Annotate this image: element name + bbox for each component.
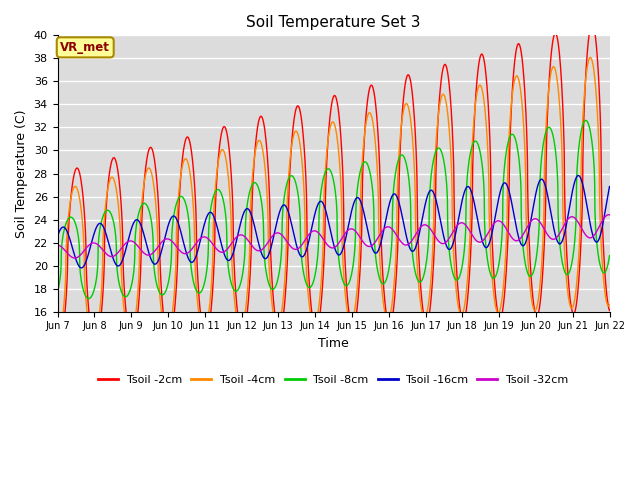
Tsoil -8cm (557, 251, 564, 257)
Tsoil -4cm (54, 337, 61, 343)
X-axis label: Time: Time (318, 337, 349, 350)
Tsoil -16cm (54, 233, 61, 239)
Tsoil -16cm (557, 240, 564, 246)
Tsoil -2cm (605, 308, 613, 313)
Tsoil -32cm (494, 218, 502, 224)
Tsoil -8cm (208, 201, 216, 206)
Tsoil -16cm (494, 199, 502, 204)
Tsoil -32cm (71, 255, 79, 261)
Tsoil -8cm (85, 296, 93, 301)
Tsoil -2cm (362, 118, 369, 123)
Tsoil -16cm (362, 217, 369, 223)
Tsoil -16cm (208, 210, 216, 216)
Tsoil -8cm (494, 265, 502, 271)
Tsoil -4cm (349, 314, 357, 320)
Tsoil -2cm (54, 343, 61, 348)
Tsoil -32cm (208, 240, 216, 246)
Tsoil -16cm (575, 173, 582, 179)
Tsoil -4cm (605, 302, 613, 308)
Line: Tsoil -4cm: Tsoil -4cm (58, 58, 609, 340)
Tsoil -8cm (572, 208, 580, 214)
Tsoil -2cm (208, 300, 216, 306)
Tsoil -4cm (494, 310, 502, 316)
Tsoil -8cm (605, 253, 613, 259)
Tsoil -2cm (494, 311, 502, 317)
Line: Tsoil -16cm: Tsoil -16cm (58, 176, 609, 268)
Tsoil -2cm (54, 343, 62, 349)
Tsoil -4cm (362, 125, 369, 131)
Tsoil -32cm (572, 216, 580, 222)
Tsoil -2cm (349, 324, 357, 330)
Y-axis label: Soil Temperature (C): Soil Temperature (C) (15, 109, 28, 238)
Tsoil -32cm (349, 227, 357, 232)
Tsoil -16cm (349, 201, 357, 207)
Tsoil -4cm (207, 281, 215, 287)
Tsoil -2cm (572, 302, 580, 308)
Tsoil -8cm (582, 118, 589, 123)
Tsoil -4cm (586, 55, 594, 60)
Line: Tsoil -32cm: Tsoil -32cm (58, 215, 609, 258)
Tsoil -32cm (557, 228, 564, 234)
Tsoil -2cm (557, 70, 564, 75)
Tsoil -16cm (605, 184, 613, 190)
Title: Soil Temperature Set 3: Soil Temperature Set 3 (246, 15, 420, 30)
Tsoil -4cm (557, 119, 564, 125)
Text: VR_met: VR_met (60, 41, 110, 54)
Tsoil -4cm (572, 287, 580, 293)
Tsoil -32cm (605, 212, 613, 218)
Line: Tsoil -8cm: Tsoil -8cm (58, 120, 609, 299)
Tsoil -32cm (605, 212, 612, 217)
Tsoil -32cm (362, 242, 369, 248)
Line: Tsoil -2cm: Tsoil -2cm (58, 23, 609, 346)
Legend: Tsoil -2cm, Tsoil -4cm, Tsoil -8cm, Tsoil -16cm, Tsoil -32cm: Tsoil -2cm, Tsoil -4cm, Tsoil -8cm, Tsoi… (94, 370, 573, 389)
Tsoil -8cm (362, 159, 369, 165)
Tsoil -16cm (572, 175, 580, 180)
Tsoil -2cm (588, 20, 596, 26)
Tsoil -16cm (77, 265, 85, 271)
Tsoil -32cm (54, 242, 61, 248)
Tsoil -8cm (54, 288, 61, 294)
Tsoil -8cm (349, 259, 357, 264)
